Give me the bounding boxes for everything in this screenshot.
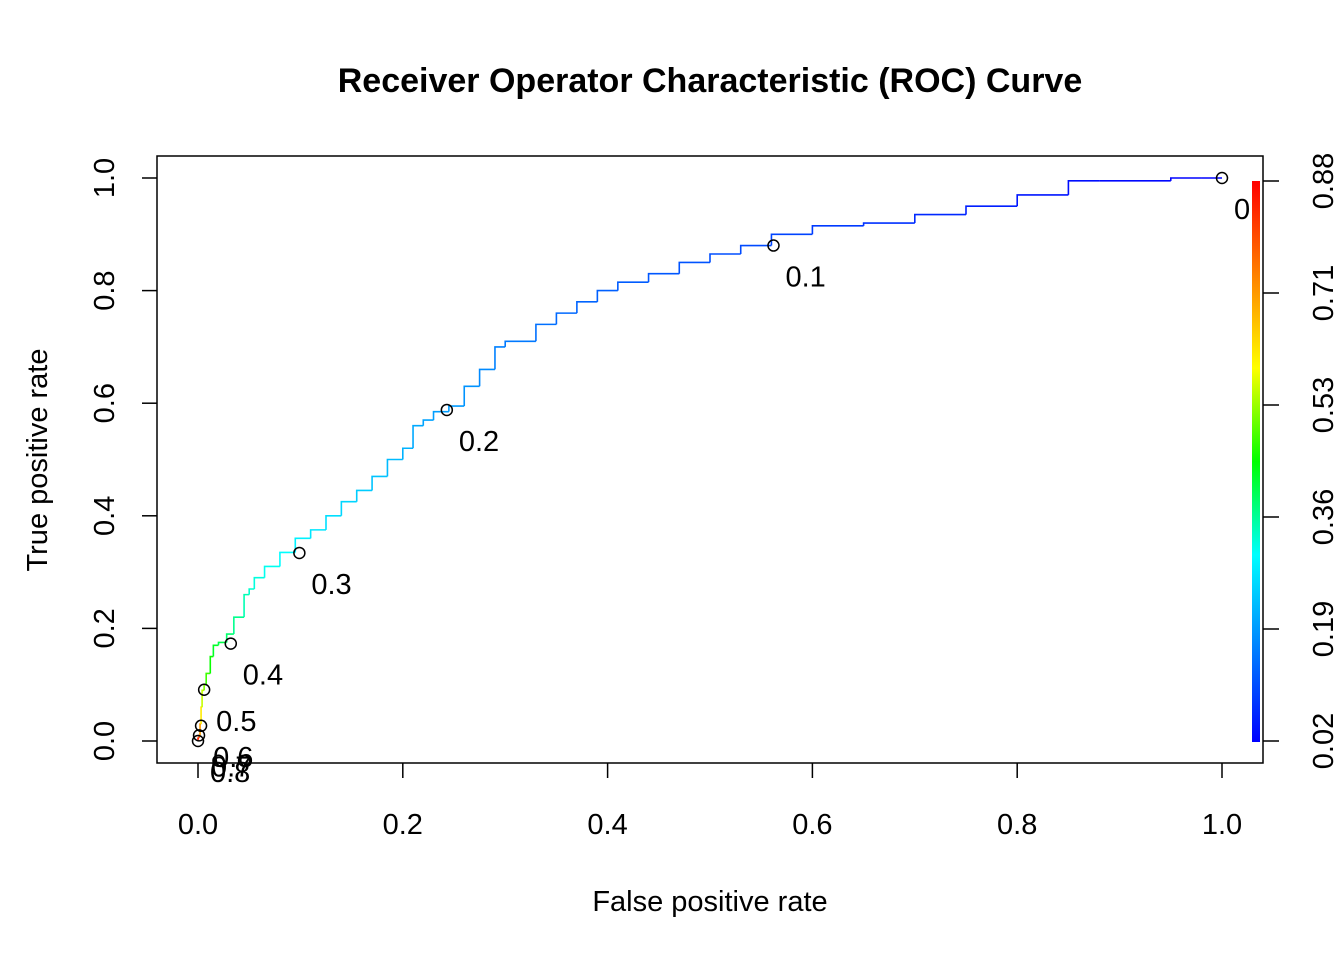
cutoff-marker <box>212 754 225 767</box>
x-tick-label: 1.0 <box>1202 809 1242 841</box>
roc-curve-segment <box>201 689 205 708</box>
colorbar-label: 0.02 <box>1308 713 1340 769</box>
cutoff-points: 0 0.1 0.2 0.3 0.4 0.5 0.60.70.8 <box>191 171 1250 789</box>
x-tick-label: 0.0 <box>178 809 218 841</box>
roc-curve-segment <box>205 672 211 685</box>
y-tick-label: 0.2 <box>89 608 121 648</box>
x-tick-label: 0.8 <box>997 809 1037 841</box>
cutoff-marker <box>191 734 205 748</box>
roc-curve-segment <box>678 261 710 274</box>
roc-curve-segment <box>1170 177 1202 181</box>
cutoff-marker <box>197 683 211 697</box>
roc-curve-segment <box>309 529 326 539</box>
roc-curve-segment <box>1016 194 1069 207</box>
chart-title: Receiver Operator Characteristic (ROC) C… <box>338 62 1083 100</box>
y-tick-label: 0.8 <box>89 270 121 310</box>
roc-curve-segment <box>811 225 864 235</box>
colorbar-label: 0.53 <box>1308 377 1340 433</box>
roc-curve-segment <box>243 593 250 618</box>
roc-curve-segment <box>209 655 214 674</box>
colorbar-label: 0.88 <box>1308 153 1340 209</box>
roc-curve-segment <box>1067 180 1100 195</box>
roc-curve-segment <box>576 301 598 314</box>
cutoff-label: 0.6 <box>213 742 253 774</box>
cutoff-label: 0.4 <box>243 660 283 692</box>
roc-curve-segment <box>401 447 414 460</box>
roc-curve-segment <box>203 683 207 691</box>
roc-curve-segment <box>422 419 434 426</box>
roc-curve-segment <box>463 385 480 407</box>
roc-curve-segment <box>371 475 388 491</box>
y-axis-title: True positive rate <box>22 349 54 572</box>
x-axis: 0.0 0.2 0.4 0.6 0.8 1.0 <box>178 763 1242 841</box>
colorbar-label: 0.36 <box>1308 489 1340 545</box>
roc-curve-segment <box>535 323 557 342</box>
colorbar-ramp <box>1252 181 1260 742</box>
cutoff-label: 0.5 <box>216 706 256 738</box>
roc-curve-segment <box>647 272 680 283</box>
roc-curve-segment <box>709 253 741 263</box>
roc-curve-segment <box>494 346 506 370</box>
roc-curve-segment <box>279 551 296 567</box>
roc-curve-segment <box>448 405 465 412</box>
cutoff-label: 0.8 <box>210 757 250 789</box>
cutoff-marker <box>194 719 208 733</box>
x-tick-label: 0.4 <box>587 809 627 841</box>
roc-curve-segment <box>504 340 536 347</box>
roc-curve-segment <box>294 537 311 553</box>
y-tick-label: 1.0 <box>89 158 121 198</box>
colorbar: 0.02 0.19 0.36 0.53 0.71 0.88 <box>1252 153 1340 769</box>
roc-curve-segment <box>478 368 495 387</box>
y-tick-label: 0.4 <box>89 496 121 536</box>
y-tick-label: 0.0 <box>89 721 121 761</box>
cutoff-label: 0.2 <box>459 426 499 458</box>
roc-curve <box>197 177 1222 741</box>
roc-curve-segment <box>340 500 357 516</box>
cutoff-marker <box>293 546 306 560</box>
cutoff-marker <box>767 239 780 252</box>
cutoff-marker <box>192 729 206 742</box>
roc-curve-segment <box>617 281 649 291</box>
roc-curve-segment <box>412 424 424 449</box>
x-axis-title: False positive rate <box>592 886 827 918</box>
roc-curve-segment <box>965 205 1018 215</box>
colorbar-label: 0.71 <box>1308 265 1340 321</box>
roc-curve-segment <box>212 644 219 657</box>
roc-curve-segment <box>253 576 265 589</box>
cutoff-marker <box>1215 171 1229 185</box>
roc-curve-segment <box>913 213 966 224</box>
roc-curve-segment <box>355 489 373 502</box>
x-tick-label: 0.2 <box>383 809 423 841</box>
cutoff-label: 0.1 <box>785 262 825 294</box>
roc-curve-segment <box>263 565 280 578</box>
roc-curve-segment <box>770 233 813 246</box>
roc-curve-segment <box>432 410 449 421</box>
cutoff-label: 0.7 <box>211 751 251 783</box>
roc-curve-segment <box>325 514 342 530</box>
roc-curve-segment <box>248 588 255 595</box>
y-axis: 0.0 0.2 0.4 0.6 0.8 1.0 <box>89 158 157 761</box>
roc-curve-segment <box>555 312 577 325</box>
x-tick-label: 0.6 <box>792 809 832 841</box>
cutoff-marker <box>440 403 454 417</box>
roc-curve-segment <box>596 289 618 302</box>
roc-curve-segment <box>217 641 227 646</box>
roc-curve-segment <box>862 222 915 226</box>
roc-curve-segment <box>200 706 203 725</box>
cutoff-label: 0.3 <box>311 569 351 601</box>
y-tick-label: 0.6 <box>89 383 121 423</box>
roc-curve-segment <box>233 616 245 635</box>
roc-curve-segment <box>386 458 403 477</box>
plot-frame <box>156 155 1264 764</box>
cutoff-marker <box>237 754 251 767</box>
colorbar-label: 0.19 <box>1308 601 1340 657</box>
roc-curve-segment <box>739 244 772 255</box>
cutoff-marker <box>224 637 238 650</box>
cutoff-label: 0 <box>1234 194 1250 226</box>
